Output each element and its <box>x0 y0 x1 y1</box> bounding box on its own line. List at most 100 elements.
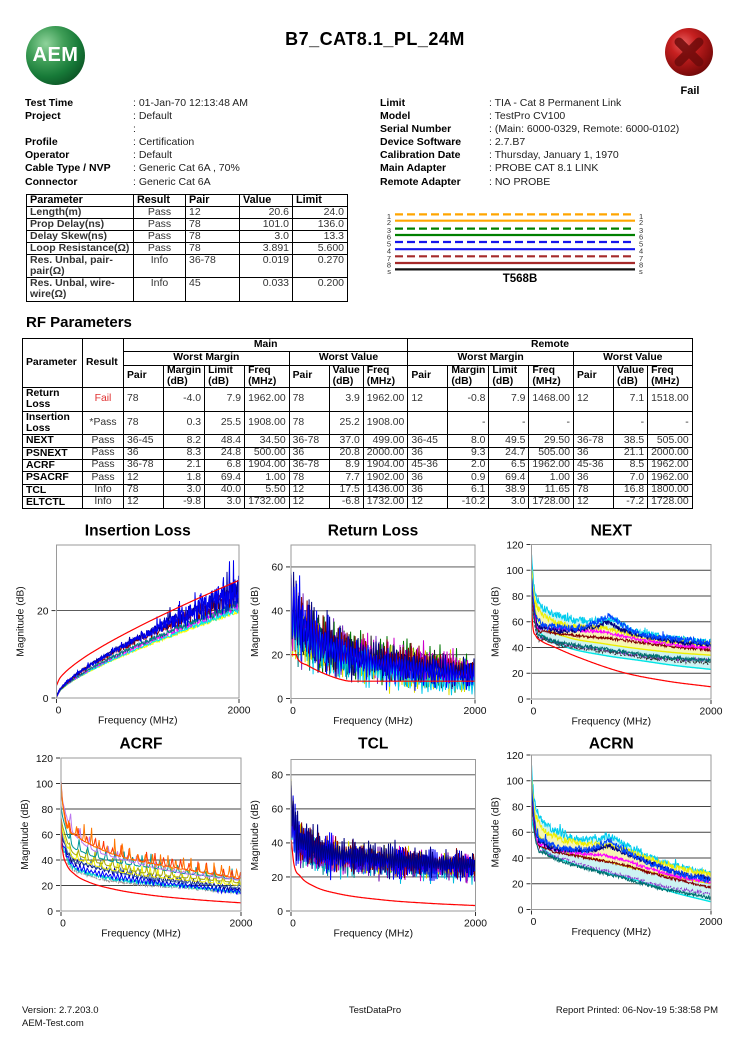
limit-line <box>56 579 239 686</box>
series-trace-darkred <box>531 800 711 889</box>
chart-return-loss: 0 20 40 60 0 2000 Return Loss Frequency (MHz) Ma… <box>250 523 487 728</box>
y-tick-label: 20 <box>37 606 49 617</box>
rf-row: NEXT Pass 36-45 8.2 48.4 34.50 36-78 37.0 499.00… <box>22 434 693 448</box>
rf-cell: -10.2 <box>447 495 490 510</box>
info-label: Operator <box>25 149 70 162</box>
y-tick-label: 0 <box>277 907 283 918</box>
x-tick-label: 2000 <box>228 706 251 717</box>
rf-cell: 1962.00 <box>362 387 409 412</box>
chart-title: ACRN <box>589 736 634 753</box>
series-trace-blue <box>291 573 475 691</box>
series-trace-blue <box>531 784 711 884</box>
summary-row: Length(m) Pass 12 20.6 24.0 <box>26 206 348 219</box>
rf-cell: 78 <box>123 387 164 412</box>
y-tick-label: 40 <box>272 607 284 618</box>
x-tick-label: 2000 <box>464 919 487 930</box>
y-tick-label: 40 <box>512 643 524 654</box>
plot-area <box>61 781 241 904</box>
y-tick-label: 20 <box>272 650 284 661</box>
footer-version: Version: 2.7.203.0 <box>22 1005 99 1016</box>
series-trace-yellow <box>56 609 239 698</box>
rf-cell: 3.9 <box>328 387 364 412</box>
chart-title: ACRF <box>119 736 162 753</box>
y-tick-label: 0 <box>518 695 524 706</box>
y-tick-label: 100 <box>506 777 523 788</box>
info-label: Remote Adapter <box>380 175 461 188</box>
summary-row: Prop Delay(ns) Pass 78 101.0 136.0 <box>26 218 348 231</box>
x-tick-label: 0 <box>531 917 537 928</box>
y-axis-label: Magnitude (dB) <box>250 800 261 870</box>
series-trace-blue <box>56 560 239 697</box>
rf-cell: 12 <box>123 495 164 510</box>
rf-cell-parameter: NEXT <box>22 434 83 448</box>
footer-app-name: TestDataPro <box>348 1005 402 1016</box>
info-label: Model <box>380 110 411 123</box>
x-axis-label: Frequency (MHz) <box>101 929 181 940</box>
chart-insertion-loss: 0 20 0 2000 Insertion Loss Frequency (MHz) Mag… <box>16 523 251 727</box>
rf-cell: 3.0 <box>488 495 530 510</box>
wire-pin-label: 2 <box>639 218 643 227</box>
y-tick-label: 60 <box>272 805 284 816</box>
info-label: Connector <box>25 175 78 188</box>
rf-cell: 12 <box>288 495 330 510</box>
rf-cell-parameter: ELTCTL <box>22 495 83 510</box>
plot-area <box>291 778 476 907</box>
rf-parameters-heading: RF Parameters <box>26 314 132 331</box>
wire-pin-label: 7 <box>639 254 643 263</box>
y-axis-label: Magnitude (dB) <box>16 586 27 656</box>
rf-cell: 78 <box>288 387 330 412</box>
series-trace-blue <box>61 837 241 895</box>
rf-cell: 1518.00 <box>647 387 693 412</box>
summary-cell: 45 <box>185 277 240 302</box>
band-yellow-fill <box>531 569 711 656</box>
footer-printed: Report Printed: 06-Nov-19 5:38:58 PM <box>555 1005 718 1016</box>
x-tick-label: 0 <box>290 706 296 717</box>
info-value: : TestPro CV100 <box>489 110 566 123</box>
info-left-row: Cable Type / NVP: Generic Cat 6A , 70% <box>25 162 375 175</box>
plot-border <box>290 759 476 912</box>
y-axis-label: Magnitude (dB) <box>250 587 261 657</box>
rf-header-row: Worst Margin Worst Value Worst Margin Worst… <box>23 351 693 366</box>
y-tick-label: 80 <box>272 771 284 782</box>
rf-cell: 8.9 <box>328 458 364 473</box>
y-tick-label: 80 <box>512 802 524 813</box>
info-value: : NO PROBE <box>489 175 551 188</box>
chart-title: NEXT <box>591 523 633 540</box>
rf-cell: 78 <box>123 410 164 436</box>
y-axis-label: Magnitude (dB) <box>20 799 31 869</box>
info-value: : Default <box>133 149 173 162</box>
rf-header-col: Limit (dB) <box>488 364 530 389</box>
rf-cell <box>572 410 614 436</box>
rf-cell-result: Info <box>82 495 124 510</box>
rf-header-row: Pair Margin (dB) Limit (dB) Freq (MHz) Pair V… <box>23 364 693 389</box>
info-label: Profile <box>25 136 58 149</box>
rf-header-result: Result <box>82 337 124 389</box>
summary-cell: 0.200 <box>292 277 348 302</box>
plot-border <box>56 544 240 699</box>
info-right-row: Device Software: 2.7.B7 <box>380 136 745 149</box>
series-trace-teal <box>531 806 711 900</box>
info-left-row: Operator : Default <box>25 149 375 162</box>
y-tick-label: 20 <box>272 873 284 884</box>
info-right-row: Model : TestPro CV100 <box>380 110 745 123</box>
rf-header-col: Freq (MHz) <box>362 364 409 389</box>
summary-cell: Res. Unbal, wire-wire(Ω) <box>26 277 134 302</box>
y-tick-label: 60 <box>272 563 284 574</box>
rf-header-col: Margin (dB) <box>447 364 490 389</box>
series-trace-yellow <box>61 822 241 886</box>
plot-border <box>60 757 242 912</box>
wire-pin-label: 3 <box>387 226 391 235</box>
rf-header-col: Value (dB) <box>328 364 364 389</box>
limit-line <box>61 818 241 904</box>
chart-acrf: 0 20 40 60 80 100 120 0 2000 ACRF Frequency (MHz) M… <box>20 736 253 940</box>
x-tick-label: 0 <box>290 919 296 930</box>
rf-table: Parameter Result Main Remote Worst Margin Wor… <box>22 337 693 510</box>
x-tick-label: 0 <box>56 706 62 717</box>
info-value: : <box>133 123 136 136</box>
wire-pin-label: 6 <box>639 233 643 242</box>
footer-site: AEM-Test.com <box>22 1018 84 1029</box>
chart-title: Insertion Loss <box>85 523 191 540</box>
wire-pin-label: 7 <box>387 254 391 263</box>
info-left-row: : <box>25 123 375 136</box>
wire-pin-label: 8 <box>639 261 643 270</box>
